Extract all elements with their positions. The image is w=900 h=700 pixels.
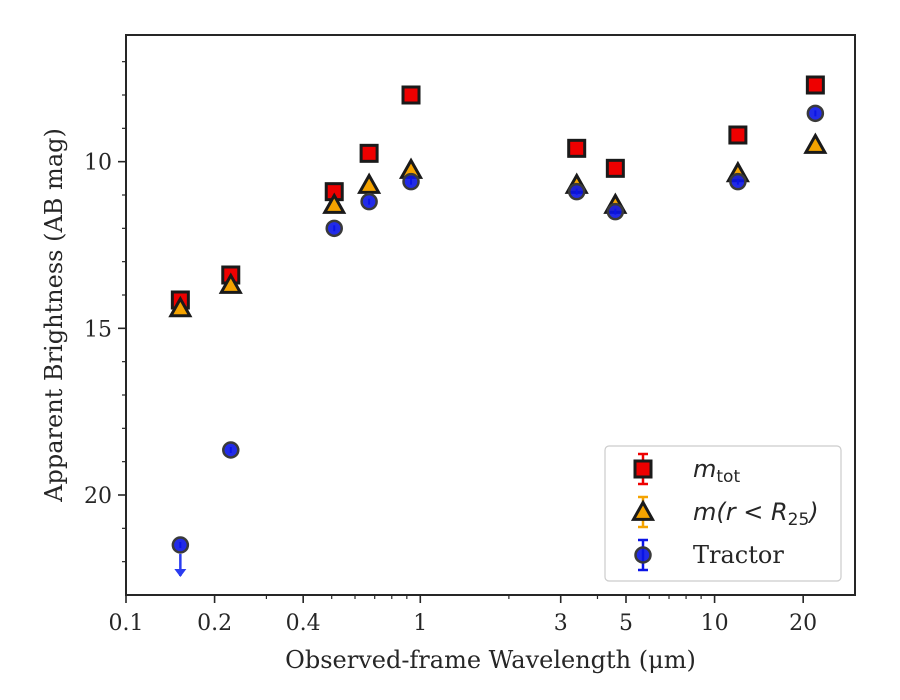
circle-marker <box>360 192 378 211</box>
triangle-point <box>357 172 382 194</box>
triangle-marker <box>218 272 243 294</box>
triangle-marker <box>357 172 382 194</box>
circle-marker <box>222 441 240 459</box>
square-marker <box>401 85 421 105</box>
circle-marker <box>325 219 343 238</box>
circle-point <box>606 202 625 221</box>
circle-point <box>360 192 378 211</box>
circle-marker <box>171 536 190 554</box>
legend: mtot m(r < R25) Tractor <box>604 445 842 582</box>
square-marker <box>728 125 748 145</box>
x-tick-label: 10 <box>701 611 729 636</box>
y-tick-label: 15 <box>84 317 112 342</box>
legend-label: mtot <box>693 455 740 487</box>
square-point <box>728 125 748 145</box>
circle-point <box>567 182 586 201</box>
y-tick-label: 20 <box>84 484 112 509</box>
y-tick-label: 10 <box>84 151 112 176</box>
y-axis-label: Apparent Brightness (AB mag) <box>40 128 68 503</box>
legend-entry: mtot <box>633 452 740 487</box>
legend-label: Tractor <box>693 541 784 569</box>
x-tick-label: 0.1 <box>109 611 144 636</box>
square-point <box>359 143 379 163</box>
x-tick-label: 20 <box>789 611 817 636</box>
triangle-point <box>168 295 193 318</box>
square-marker <box>359 143 379 163</box>
circle-point <box>171 536 190 577</box>
square-marker <box>605 158 625 178</box>
square-point <box>805 75 825 95</box>
circle-point <box>222 441 240 459</box>
square-marker <box>567 138 587 158</box>
x-axis-label: Observed-frame Wavelength (μm) <box>285 646 696 674</box>
square-point <box>401 85 421 105</box>
circle-marker <box>729 172 747 191</box>
legend-marker <box>633 459 653 479</box>
circle-marker <box>806 104 825 123</box>
triangle-marker <box>168 295 193 318</box>
data-points <box>168 75 828 577</box>
square-point <box>567 138 587 158</box>
circle-marker <box>402 172 420 191</box>
square-marker <box>805 75 825 95</box>
legend-box <box>604 445 842 582</box>
triangle-marker <box>803 132 828 154</box>
circle-point <box>325 219 343 238</box>
circle-point <box>402 172 420 191</box>
triangle-marker <box>322 192 347 214</box>
plot-frame <box>125 34 856 596</box>
legend-marker <box>634 546 652 564</box>
square-point <box>605 158 625 178</box>
circle-point <box>729 172 747 191</box>
legend-marker <box>630 499 656 521</box>
x-tick-label: 0.2 <box>197 611 232 636</box>
circle-point <box>806 104 825 123</box>
triangle-point <box>803 132 828 154</box>
axis-ticks: 0.1 0.2 0.4 1 3 5 10 20 10 15 20 <box>84 61 817 636</box>
x-tick-label: 0.4 <box>286 611 321 636</box>
triangle-point <box>218 272 243 294</box>
legend-entry: m(r < R25) <box>630 495 819 530</box>
triangle-point <box>322 192 347 214</box>
x-tick-label: 1 <box>413 611 427 636</box>
upper-limit-arrow-head <box>174 569 187 577</box>
x-tick-label: 5 <box>619 611 633 636</box>
legend-label: m(r < R25) <box>693 498 819 530</box>
circle-marker <box>567 182 586 201</box>
x-tick-label: 3 <box>554 611 568 636</box>
circle-marker <box>606 202 625 221</box>
legend-entry: Tractor <box>634 538 784 572</box>
